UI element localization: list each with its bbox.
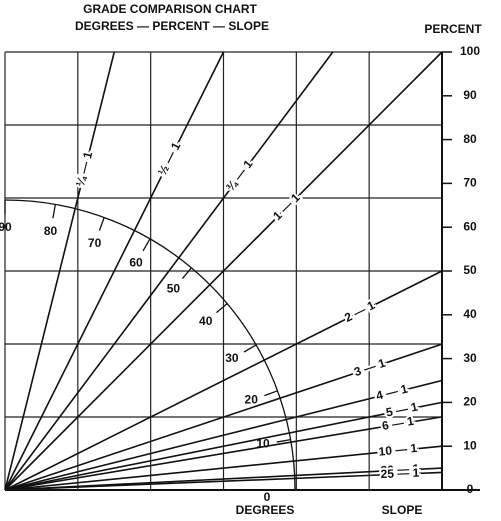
degree-label: 70	[88, 236, 102, 250]
degree-label: 40	[199, 314, 213, 328]
slope-label: 2 — 1	[342, 298, 377, 325]
degree-tick	[276, 439, 291, 443]
slope-label: SLOPE	[382, 503, 423, 517]
degree-tick	[243, 344, 257, 353]
percent-tick-label: 80	[463, 132, 477, 146]
percent-axis-label: PERCENT	[424, 22, 482, 36]
subtitle: DEGREES — PERCENT — SLOPE	[75, 19, 269, 33]
percent-tick-label: 60	[463, 219, 477, 233]
degree-tick	[142, 238, 151, 252]
slope-label: ¾ — 1	[223, 157, 256, 194]
percent-tick-label: 30	[463, 351, 477, 365]
degree-label: 90	[0, 220, 12, 234]
degree-label: 80	[44, 224, 58, 238]
degree-tick	[181, 267, 192, 279]
percent-tick-label: 70	[463, 176, 477, 190]
percent-tick-label: 50	[463, 263, 477, 277]
slope-line	[4, 379, 443, 491]
percent-tick-label: 20	[463, 395, 477, 409]
title: GRADE COMPARISON CHART	[83, 2, 257, 16]
slope-label: ½ — 1	[155, 140, 183, 178]
slope-line	[4, 270, 443, 491]
degree-label: 30	[225, 351, 239, 365]
slope-line	[4, 471, 443, 491]
slope-line	[4, 51, 116, 491]
slope-line	[4, 51, 225, 491]
degree-label: 0	[264, 490, 271, 504]
slope-label: 4 — 1	[375, 381, 410, 402]
slope-line	[4, 445, 443, 491]
degree-tick	[52, 204, 56, 219]
percent-tick-label: 40	[463, 307, 477, 321]
slope-line	[4, 401, 443, 491]
degree-tick	[264, 390, 278, 397]
percent-tick-label: 0	[467, 482, 474, 496]
degree-tick	[98, 217, 105, 231]
slope-line	[4, 51, 334, 491]
percent-tick-label: 100	[460, 44, 480, 58]
slope-label: 3 — 1	[352, 356, 387, 380]
slope-label: ¼ — 1	[73, 150, 95, 188]
degree-label: 20	[245, 393, 259, 407]
slope-line	[4, 343, 443, 491]
degree-label: 50	[167, 281, 181, 295]
degree-label: 60	[129, 255, 143, 269]
degrees-label: DEGREES	[236, 503, 295, 517]
slope-label: 10 — 1	[378, 441, 418, 459]
percent-tick-label: 10	[463, 438, 477, 452]
slope-label: 1 — 1	[270, 190, 303, 223]
slope-label: 25 — 1	[380, 466, 420, 482]
slope-label: 6 — 1	[381, 414, 415, 433]
slope-line	[4, 51, 443, 491]
slope-line	[4, 416, 443, 491]
degree-tick	[216, 303, 228, 314]
percent-tick-label: 90	[463, 88, 477, 102]
